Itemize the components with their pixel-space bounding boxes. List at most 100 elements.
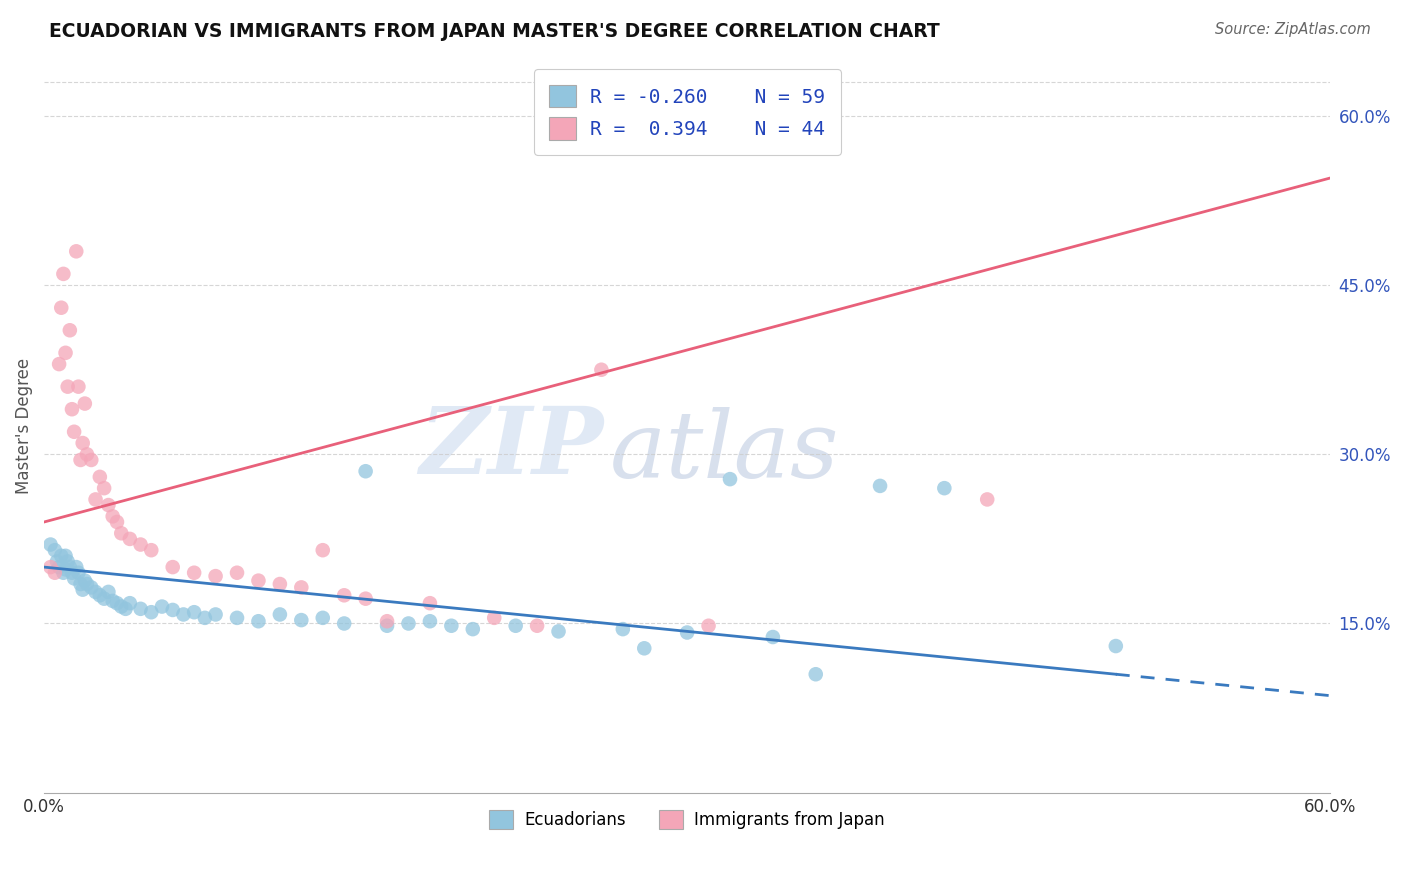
Point [333,616,356,631]
Point [56,554,79,568]
Point [72,436,94,450]
Point [204,569,226,583]
Point [697,619,720,633]
Legend: Ecuadorians, Immigrants from Japan: Ecuadorians, Immigrants from Japan [482,803,891,836]
Point [89,470,111,484]
Point [52,267,75,281]
Point [226,566,249,580]
Point [76,447,98,461]
Y-axis label: Master's Degree: Master's Degree [15,358,32,494]
Point [51,549,73,563]
Point [269,607,291,622]
Point [183,566,205,580]
Point [676,625,699,640]
Point [105,596,128,610]
Point [354,464,377,478]
Point [375,619,398,633]
Point [247,574,270,588]
Point [39,537,62,551]
Point [84,492,107,507]
Point [80,581,103,595]
Point [101,594,124,608]
Point [976,492,998,507]
Point [97,498,120,512]
Point [48,357,70,371]
Point [150,599,173,614]
Point [419,596,441,610]
Point [398,616,420,631]
Point [101,509,124,524]
Point [934,481,956,495]
Point [547,624,569,639]
Point [204,607,226,622]
Point [312,611,335,625]
Point [67,566,90,580]
Text: ZIP: ZIP [419,403,603,493]
Point [141,605,163,619]
Point [55,562,77,576]
Point [633,641,655,656]
Point [247,614,270,628]
Point [461,622,484,636]
Point [612,622,634,636]
Point [591,363,613,377]
Point [484,611,506,625]
Point [333,588,356,602]
Point [55,549,77,563]
Point [84,585,107,599]
Point [76,577,98,591]
Point [162,560,184,574]
Point [312,543,335,558]
Point [89,588,111,602]
Point [526,619,548,633]
Point [60,566,83,580]
Text: atlas: atlas [610,407,839,497]
Point [440,619,463,633]
Point [73,574,96,588]
Point [44,566,66,580]
Point [59,323,82,337]
Point [56,379,79,393]
Point [93,591,115,606]
Point [505,619,527,633]
Point [65,560,87,574]
Point [80,453,103,467]
Point [69,453,91,467]
Point [804,667,827,681]
Point [129,602,152,616]
Point [39,560,62,574]
Point [55,346,77,360]
Point [183,605,205,619]
Point [375,614,398,628]
Point [141,543,163,558]
Point [46,554,69,568]
Point [194,611,217,625]
Point [63,571,86,585]
Point [69,577,91,591]
Point [162,603,184,617]
Point [172,607,194,622]
Point [67,379,90,393]
Point [290,613,312,627]
Point [93,481,115,495]
Point [869,479,891,493]
Point [63,425,86,439]
Point [419,614,441,628]
Point [60,402,83,417]
Point [97,585,120,599]
Point [72,582,94,597]
Point [118,532,141,546]
Text: Source: ZipAtlas.com: Source: ZipAtlas.com [1215,22,1371,37]
Point [290,581,312,595]
Point [52,566,75,580]
Point [718,472,741,486]
Point [105,515,128,529]
Point [59,560,82,574]
Point [1105,639,1128,653]
Point [110,599,132,614]
Point [73,396,96,410]
Point [110,526,132,541]
Point [51,301,73,315]
Point [762,630,785,644]
Point [48,560,70,574]
